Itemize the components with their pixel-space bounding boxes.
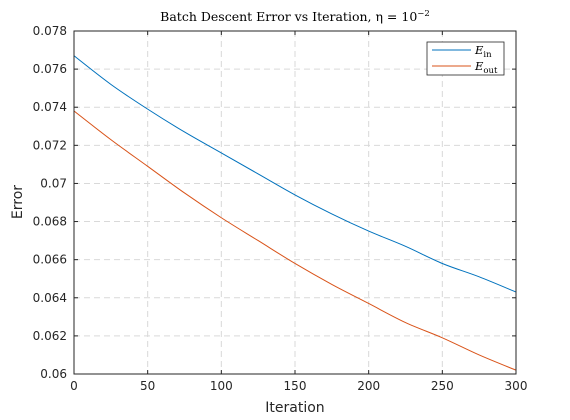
series-line-eout: [73, 110, 517, 371]
y-tick-label: 0.068: [33, 215, 67, 229]
y-tick-label: 0.078: [33, 24, 67, 38]
y-tick-label: 0.072: [33, 138, 67, 152]
x-tick-label: 250: [431, 379, 454, 393]
series-lines: [73, 55, 517, 371]
legend-label-eout: Eout: [474, 59, 498, 76]
y-tick-label: 0.064: [33, 291, 67, 305]
y-tick-label: 0.076: [33, 62, 67, 76]
chart-title: Batch Descent Error vs Iteration, η = 10…: [160, 9, 430, 24]
legend-box: [426, 41, 505, 76]
legend-label-ein: Ein: [474, 43, 492, 60]
x-tick-label: 300: [505, 379, 528, 393]
y-tick-label: 0.062: [33, 329, 67, 343]
x-axis-label: Iteration: [265, 400, 324, 416]
x-tick-label: 200: [357, 379, 380, 393]
y-tick-label: 0.066: [33, 253, 67, 267]
legend: Ein Eout: [426, 41, 505, 76]
axis-ticks: [73, 30, 517, 375]
y-axis-label: Error: [10, 185, 26, 219]
y-tick-labels: 0.06 0.062 0.064 0.066 0.068 0.07 0.072 0.074 0.…: [33, 24, 67, 381]
x-tick-labels: 0 50 100 150 200 250 300: [70, 379, 527, 393]
y-tick-label: 0.07: [40, 176, 67, 190]
series-line-ein: [73, 55, 517, 293]
x-tick-label: 0: [70, 379, 78, 393]
x-tick-label: 100: [210, 379, 233, 393]
title-superscript: −2: [417, 9, 430, 19]
grid-lines: [74, 31, 516, 374]
y-tick-label: 0.074: [33, 100, 67, 114]
x-tick-label: 150: [284, 379, 307, 393]
x-tick-label: 50: [140, 379, 155, 393]
y-tick-label: 0.06: [40, 367, 67, 381]
